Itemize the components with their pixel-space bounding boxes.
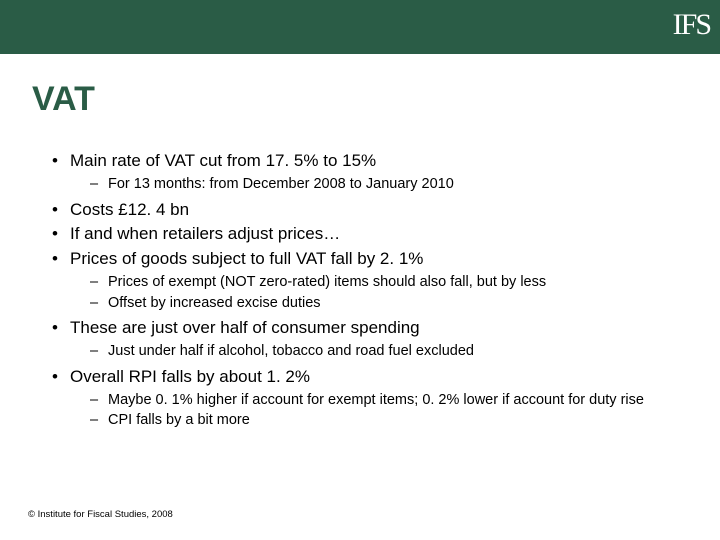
footer-copyright: © Institute for Fiscal Studies, 2008 xyxy=(28,509,173,520)
sub-bullet: CPI falls by a bit more xyxy=(84,411,678,431)
bullet-costs: Costs £12. 4 bn xyxy=(48,199,678,222)
top-bar: IFS xyxy=(0,0,720,54)
content-area: Main rate of VAT cut from 17. 5% to 15% … xyxy=(48,150,678,435)
bullet-main-rate: Main rate of VAT cut from 17. 5% to 15% … xyxy=(48,150,678,195)
bullet-text: If and when retailers adjust prices… xyxy=(70,224,340,243)
bullet-text: Main rate of VAT cut from 17. 5% to 15% xyxy=(70,151,376,170)
slide-title: VAT xyxy=(32,80,95,119)
bullet-consumer-spending: These are just over half of consumer spe… xyxy=(48,317,678,362)
sub-bullet: Just under half if alcohol, tobacco and … xyxy=(84,342,678,362)
sub-bullet: For 13 months: from December 2008 to Jan… xyxy=(84,175,678,195)
bullet-text: Costs £12. 4 bn xyxy=(70,200,189,219)
bullet-rpi: Overall RPI falls by about 1. 2% Maybe 0… xyxy=(48,366,678,431)
sub-bullet: Offset by increased excise duties xyxy=(84,294,678,314)
sub-bullet: Maybe 0. 1% higher if account for exempt… xyxy=(84,391,678,411)
bullet-prices-fall: Prices of goods subject to full VAT fall… xyxy=(48,248,678,313)
sub-bullet: Prices of exempt (NOT zero-rated) items … xyxy=(84,273,678,293)
bullet-text: These are just over half of consumer spe… xyxy=(70,318,420,337)
ifs-logo: IFS xyxy=(673,8,710,42)
bullet-retailers: If and when retailers adjust prices… xyxy=(48,223,678,246)
slide: IFS VAT Main rate of VAT cut from 17. 5%… xyxy=(0,0,720,540)
bullet-text: Prices of goods subject to full VAT fall… xyxy=(70,249,423,268)
bullet-text: Overall RPI falls by about 1. 2% xyxy=(70,367,310,386)
